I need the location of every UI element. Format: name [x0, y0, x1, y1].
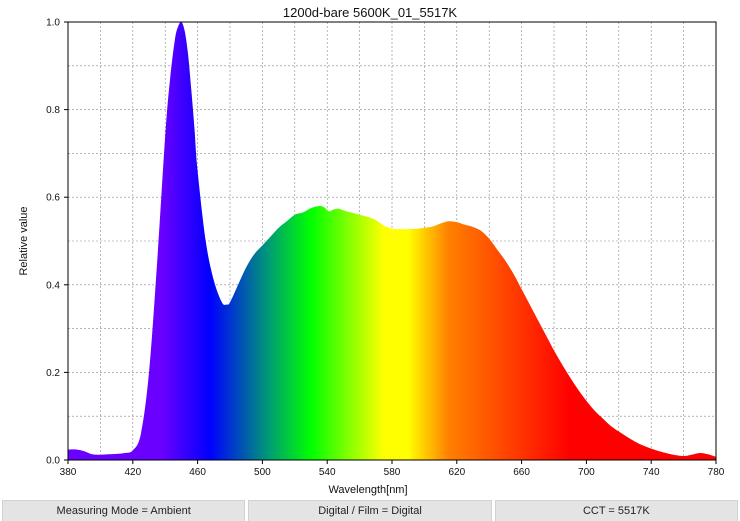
x-tick-label: 380	[60, 467, 77, 478]
x-tick-label: 620	[448, 467, 465, 478]
x-tick-label: 500	[254, 467, 271, 478]
status-measuring-mode: Measuring Mode = Ambient	[2, 500, 246, 521]
status-bar: Measuring Mode = Ambient Digital / Film …	[0, 500, 740, 521]
spectrum-area	[68, 22, 716, 460]
x-tick-label: 700	[578, 467, 595, 478]
status-digital-film: Digital / Film = Digital	[248, 500, 492, 521]
x-tick-label: 460	[189, 467, 206, 478]
status-cct: CCT = 5517K	[494, 500, 738, 521]
y-axis-ticks: 0.0 0.2 0.4 0.6 0.8 1.0	[46, 18, 68, 467]
x-tick-label: 420	[124, 467, 141, 478]
x-tick-label: 540	[319, 467, 336, 478]
x-tick-label: 580	[384, 467, 401, 478]
y-tick-label: 0.2	[46, 368, 60, 379]
x-axis-ticks: 380 420 460 500 540 580 620 660 700 740 780	[60, 460, 725, 478]
x-tick-label: 740	[643, 467, 660, 478]
y-tick-label: 0.4	[46, 280, 60, 291]
x-tick-label: 780	[708, 467, 725, 478]
spectrum-chart: 1200d-bare 5600K_01_5517K 380 420 460 500 54…	[18, 5, 725, 496]
y-axis-label: Relative value	[18, 206, 30, 275]
y-tick-label: 1.0	[46, 18, 60, 29]
y-tick-label: 0.6	[46, 193, 60, 204]
spectrum-series-area	[68, 22, 716, 460]
y-tick-label: 0.8	[46, 105, 60, 116]
chart-title: 1200d-bare 5600K_01_5517K	[283, 5, 458, 20]
x-tick-label: 660	[513, 467, 530, 478]
y-tick-label: 0.0	[46, 456, 60, 467]
x-axis-label: Wavelength[nm]	[328, 484, 407, 496]
